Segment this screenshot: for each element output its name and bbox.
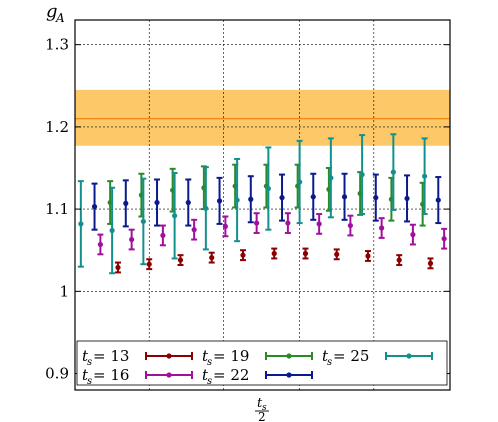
series-5 xyxy=(77,133,428,275)
plot-frame xyxy=(74,19,451,391)
legend-swatch-marker xyxy=(166,353,172,359)
legend-label-sub: s xyxy=(87,357,92,368)
data-point xyxy=(390,169,396,175)
y-tick-label: 1.3 xyxy=(45,36,69,54)
data-point xyxy=(254,220,260,226)
data-point xyxy=(177,257,184,263)
legend-box xyxy=(76,340,448,386)
x-axis-title-denominator: 2 xyxy=(258,410,266,422)
data-point xyxy=(359,171,365,178)
data-point xyxy=(341,194,348,200)
legend-label-var: t xyxy=(202,366,209,384)
data-point xyxy=(297,179,303,185)
legend-label-var: t xyxy=(322,347,329,365)
y-axis-title-sub: A xyxy=(55,11,65,25)
data-point xyxy=(422,173,428,179)
data-point xyxy=(216,198,223,204)
legend-label-var: t xyxy=(82,366,89,384)
legend-swatch-marker xyxy=(166,372,172,378)
legend-entry: ts = 16 xyxy=(82,366,193,387)
data-point xyxy=(310,194,316,200)
series-4 xyxy=(91,172,442,231)
data-point xyxy=(410,232,416,238)
legend-swatch-marker xyxy=(286,353,292,359)
y-tick-label: 0.9 xyxy=(45,365,69,383)
data-point xyxy=(334,251,340,257)
data-point xyxy=(222,223,228,229)
data-point xyxy=(140,218,146,225)
y-tick-label: 1.1 xyxy=(45,200,69,218)
data-point xyxy=(435,197,441,203)
data-point xyxy=(265,185,271,192)
data-point xyxy=(209,255,215,261)
y-axis-title: g A xyxy=(46,1,65,25)
legend-label-value: = 22 xyxy=(213,366,249,384)
data-point xyxy=(365,253,371,259)
data-point xyxy=(146,261,152,267)
y-tick-label: 1.2 xyxy=(45,118,69,136)
legend-entry: ts = 22 xyxy=(202,366,313,387)
legend-label-value: = 25 xyxy=(333,347,369,365)
legend-entry: ts = 19 xyxy=(202,347,313,368)
data-point xyxy=(427,260,434,266)
legend-label-sub: s xyxy=(327,357,332,368)
y-axis-title-main: g xyxy=(46,1,58,22)
legend-label-value: = 19 xyxy=(213,347,249,365)
x-axis-title-numerator-sub: s xyxy=(262,403,267,413)
data-point xyxy=(234,197,240,203)
legend-entry: ts = 13 xyxy=(82,347,193,368)
data-point xyxy=(248,196,254,202)
data-point xyxy=(78,221,84,227)
legend-label-var: t xyxy=(202,347,209,365)
data-point xyxy=(271,250,277,257)
data-point xyxy=(91,204,98,210)
legend-label-sub: s xyxy=(207,376,212,387)
data-point xyxy=(316,221,322,227)
data-point xyxy=(154,199,160,206)
legend-label-var: t xyxy=(82,347,89,365)
data-point xyxy=(441,236,447,242)
data-point xyxy=(240,252,246,258)
series-2 xyxy=(97,212,448,256)
data-point xyxy=(379,225,385,231)
data-point xyxy=(115,264,121,271)
data-point xyxy=(404,195,410,202)
data-point xyxy=(203,205,209,211)
band-area xyxy=(75,89,450,146)
legend-label-value: = 13 xyxy=(93,347,129,365)
series-1 xyxy=(114,247,434,274)
y-tick-label: 1 xyxy=(59,282,69,300)
data-point xyxy=(328,175,334,181)
data-point xyxy=(302,250,309,257)
data-point xyxy=(129,236,135,243)
data-point xyxy=(185,199,191,206)
data-point xyxy=(97,241,103,248)
reference-band xyxy=(75,89,450,146)
data-point xyxy=(347,222,353,229)
data-point xyxy=(279,195,285,201)
legend-label-sub: s xyxy=(87,376,92,387)
data-point xyxy=(172,213,178,219)
data-point xyxy=(123,200,129,206)
legend-label-value: = 16 xyxy=(93,366,129,384)
data-point xyxy=(109,227,115,234)
legend-swatch-marker xyxy=(286,372,292,378)
legend-label-sub: s xyxy=(207,357,212,368)
legend-entry: ts = 25 xyxy=(322,347,433,368)
x-axis-title: t s 2 xyxy=(255,396,269,422)
data-point xyxy=(285,220,291,226)
data-series xyxy=(77,133,448,275)
data-point xyxy=(396,257,402,263)
y-axis: 0.9 1 1.1 1.2 1.3 xyxy=(45,36,450,383)
legend-swatch-marker xyxy=(406,353,412,359)
data-point xyxy=(373,195,379,201)
data-point xyxy=(191,227,197,233)
x-axis-title-numerator: t xyxy=(257,396,263,411)
data-point xyxy=(160,232,166,239)
